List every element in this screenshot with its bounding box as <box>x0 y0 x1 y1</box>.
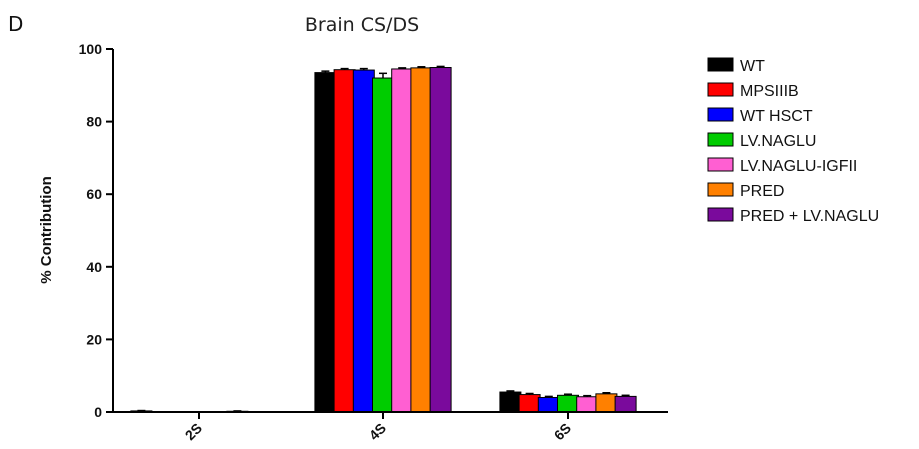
bar <box>557 394 579 413</box>
bar <box>614 395 637 413</box>
legend-label: PRED <box>740 183 784 200</box>
bar <box>537 396 560 413</box>
y-tick-label: 100 <box>79 41 103 57</box>
bar <box>314 72 337 413</box>
legend-label: LV.NAGLU <box>740 133 816 150</box>
panel-letter: D <box>8 12 23 36</box>
x-axis-ticks: 2S 4S 6S <box>182 412 574 443</box>
legend-label: MPSIIIB <box>740 83 799 100</box>
y-axis-title: % Contribution <box>38 176 55 283</box>
legend-swatch <box>707 57 734 72</box>
x-tick-label: 4S <box>366 420 389 443</box>
legend-label: WT <box>740 58 765 75</box>
chart-title: Brain CS/DS <box>305 14 419 36</box>
y-axis-ticks: 0 20 40 60 80 100 <box>79 41 113 420</box>
legend-label: PRED + LV.NAGLU <box>740 208 879 225</box>
bar <box>333 69 356 413</box>
legend-label: LV.NAGLU-IGFII <box>740 158 857 175</box>
y-tick-label: 20 <box>86 331 102 347</box>
bar <box>410 67 433 413</box>
bar <box>352 69 375 413</box>
x-tick-label: 2S <box>182 420 205 443</box>
y-tick-label: 40 <box>86 259 102 275</box>
y-tick-label: 80 <box>86 114 102 130</box>
y-tick-label: 0 <box>94 404 102 420</box>
legend-swatch <box>707 82 734 97</box>
legend-swatch <box>707 157 734 172</box>
legend-label: WT HSCT <box>740 108 813 125</box>
bar <box>372 77 394 413</box>
legend: WT MPSIIIB WT HSCT LV.NAGLU LV.NAGLU-IGFII PR… <box>707 57 879 225</box>
bars <box>130 65 637 413</box>
bar <box>499 391 522 413</box>
bar <box>576 396 599 413</box>
bar <box>595 393 618 413</box>
bar <box>518 394 541 413</box>
legend-swatch <box>707 182 734 197</box>
legend-swatch <box>707 207 734 222</box>
x-tick-label: 6S <box>551 420 574 443</box>
bar <box>429 67 452 413</box>
bar <box>391 68 414 413</box>
legend-swatch <box>707 132 734 147</box>
legend-swatch <box>707 107 734 122</box>
y-tick-label: 60 <box>86 186 102 202</box>
